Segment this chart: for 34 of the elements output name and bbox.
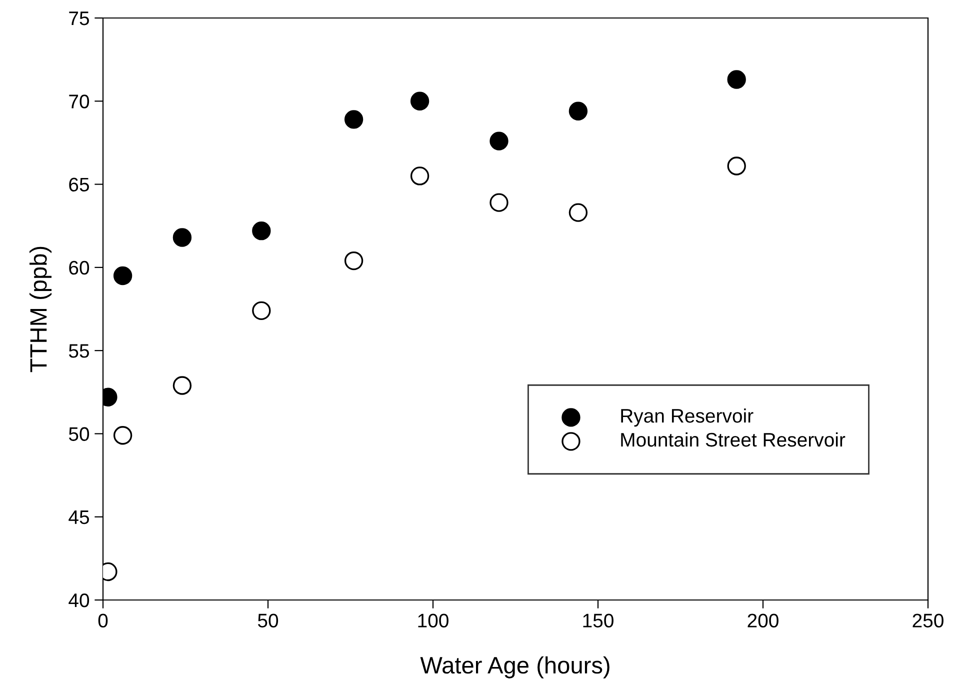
x-tick-label: 50: [258, 614, 278, 628]
x-tick-label: 150: [583, 614, 614, 628]
point: [410, 166, 430, 186]
y-tick-label: 75: [69, 12, 89, 26]
legend-label: Mountain Street Reservoir: [621, 432, 846, 447]
legend-label: Ryan Reservoir: [621, 408, 754, 427]
x-tick-label: 100: [418, 614, 448, 628]
y-tick-label: 70: [69, 94, 90, 108]
point: [490, 193, 508, 212]
x-tick-label: 0: [98, 614, 108, 628]
point: [568, 203, 588, 222]
point: [113, 426, 132, 445]
x-axis-title: Water Age (hours): [420, 656, 610, 678]
y-tick-label: 60: [69, 260, 90, 275]
point: [113, 266, 132, 286]
point: [252, 301, 271, 320]
y-tick-label: 40: [68, 593, 90, 608]
point: [727, 156, 746, 176]
y-tick-label: 65: [69, 178, 89, 192]
point: [344, 110, 364, 129]
y-tick-label: 55: [68, 344, 89, 358]
x-tick-label: 250: [912, 614, 944, 628]
point: [172, 228, 192, 247]
point: [727, 70, 746, 89]
point: [410, 92, 430, 110]
point: [490, 132, 508, 150]
x-tick-label: 200: [748, 614, 778, 628]
point: [252, 222, 271, 240]
point: [172, 376, 192, 395]
y-tick-label: 45: [68, 510, 89, 524]
point: [568, 102, 588, 120]
y-axis-title: TTHM (ppb): [30, 246, 52, 372]
point: [344, 251, 364, 270]
y-tick-label: 50: [68, 427, 90, 441]
